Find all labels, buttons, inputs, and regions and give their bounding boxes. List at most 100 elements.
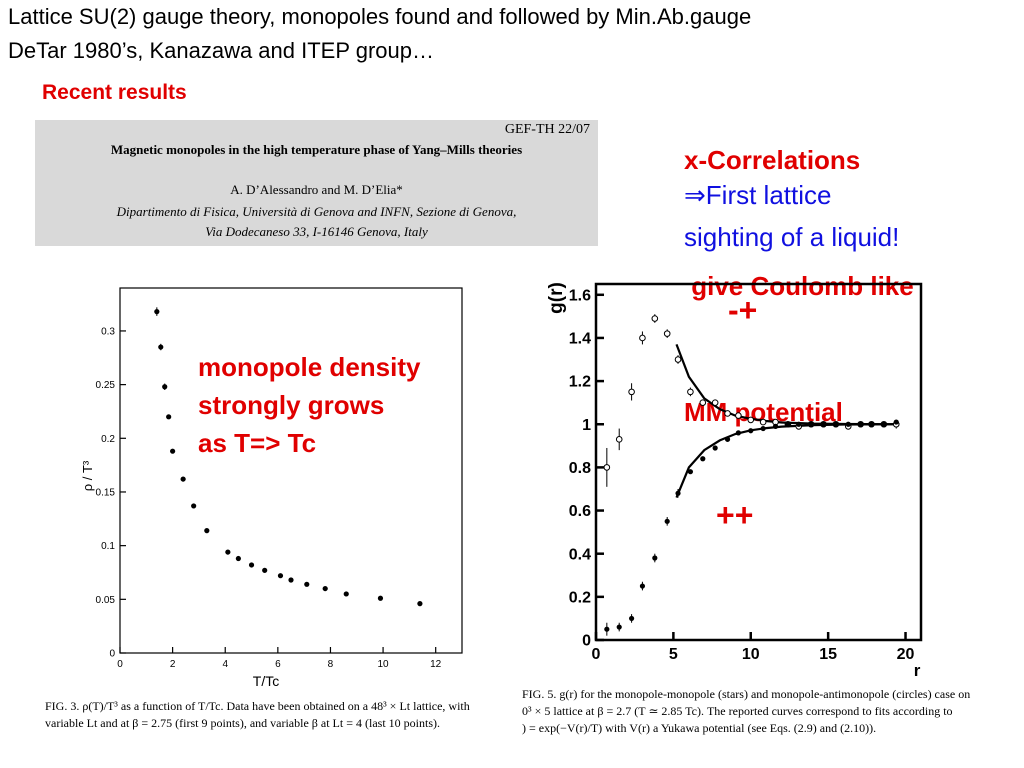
plus-plus-label: ++ xyxy=(716,497,754,533)
data-point xyxy=(162,384,168,390)
fig3-caption-line1: FIG. 3. ρ(T)/T³ as a function of T/Tc. D… xyxy=(45,699,470,713)
y-tick-label: 0.3 xyxy=(101,326,115,337)
fig5-caption: FIG. 5. g(r) for the monopole-monopole (… xyxy=(522,686,970,737)
y-tick-label: 0.6 xyxy=(569,503,591,520)
fig5-caption-line3: ) = exp(−V(r)/T) with V(r) a Yukawa pote… xyxy=(522,721,877,735)
fig5-caption-line2: 0³ × 5 lattice at β = 2.7 (T ≃ 2.85 Tc).… xyxy=(522,704,953,718)
data-point xyxy=(248,562,255,568)
data-point xyxy=(304,581,310,587)
data-point xyxy=(262,567,268,573)
data-point xyxy=(166,414,172,420)
data-point-circle xyxy=(747,416,755,424)
density-chart: 0 2 4 6 8 10 12 0 0.05 0.1 0.15 0.2 0.25 0.3 T/Tc ρ / T… xyxy=(80,287,463,689)
paper-affiliation-line2: Via Dodecaneso 33, I-16146 Genova, Italy xyxy=(205,224,428,239)
data-point xyxy=(628,615,635,622)
first-sighting-annotation: ⇒First lattice sighting of a liquid! xyxy=(684,174,899,258)
y-tick-label: 0.1 xyxy=(101,541,115,552)
paper-affiliation-line1: Dipartimento di Fisica, Università di Ge… xyxy=(116,204,517,219)
data-point-circle xyxy=(651,315,659,322)
fig3-caption-line2: variable Lt and at β = 2.75 (first 9 poi… xyxy=(45,716,440,730)
slide-title-line1: Lattice SU(2) gauge theory, monopoles fo… xyxy=(8,4,752,29)
recent-results-label: Recent results xyxy=(42,81,187,104)
data-point xyxy=(180,476,186,482)
data-point xyxy=(735,430,741,436)
x-tick-label: 8 xyxy=(328,659,334,670)
data-point xyxy=(858,421,864,427)
y-axis-label: ρ / T³ xyxy=(80,460,95,491)
data-point-circle xyxy=(639,334,646,342)
data-point xyxy=(868,421,875,427)
data-point xyxy=(845,421,851,427)
x-tick-label: 10 xyxy=(378,659,390,670)
data-point xyxy=(377,595,384,601)
data-point xyxy=(881,421,887,427)
data-point xyxy=(170,448,176,454)
correlations-line2: give Coulomb like xyxy=(684,271,914,301)
paper-title: Magnetic monopoles in the high temperatu… xyxy=(110,142,523,157)
y-tick-label: 1.4 xyxy=(569,331,591,348)
data-point xyxy=(343,591,349,597)
data-point-circle xyxy=(687,388,694,396)
x-axis-label: r xyxy=(914,661,921,680)
fit-curve xyxy=(675,344,900,426)
y-tick-label: 0.05 xyxy=(96,595,116,606)
density-annotation: monopole density strongly grows as T=> T… xyxy=(198,348,420,462)
data-point xyxy=(277,573,284,579)
data-point xyxy=(833,421,839,427)
data-point xyxy=(820,421,827,427)
y-tick-label: 0.25 xyxy=(96,380,116,391)
data-point xyxy=(785,421,791,427)
data-point-circle xyxy=(724,410,731,417)
density-line3: as T=> Tc xyxy=(198,428,317,458)
x-tick-label: 10 xyxy=(742,646,760,663)
data-point-circle xyxy=(615,436,623,443)
y-tick-label: 1.6 xyxy=(569,287,591,304)
correlations-line1: x-Correlations xyxy=(684,145,861,175)
y-tick-label: 1 xyxy=(582,417,591,434)
y-tick-label: 0.15 xyxy=(96,487,116,498)
data-point xyxy=(322,585,328,592)
data-point-circle xyxy=(759,418,767,426)
x-tick-label: 12 xyxy=(430,659,442,670)
plot-frame xyxy=(594,282,923,642)
paper-header: GEF-TH 22/07 Magnetic monopoles in the h… xyxy=(35,120,598,246)
data-point-circle xyxy=(663,330,671,337)
first-sighting-line1: ⇒First lattice xyxy=(684,180,832,210)
x-tick-label: 2 xyxy=(170,659,176,670)
data-point xyxy=(158,344,164,350)
y-axis-label: g(r) xyxy=(546,282,567,314)
data-point xyxy=(893,419,899,425)
x-tick-label: 6 xyxy=(275,659,281,670)
first-sighting-line2: sighting of a liquid! xyxy=(684,222,900,252)
data-point xyxy=(191,503,197,509)
x-tick-label: 0 xyxy=(592,646,601,663)
y-tick-label: 0.2 xyxy=(101,434,115,445)
x-tick-label: 5 xyxy=(669,646,678,663)
data-point xyxy=(616,624,622,630)
data-point xyxy=(772,423,779,429)
y-tick-label: 0 xyxy=(582,633,591,650)
data-point xyxy=(796,421,802,427)
correlations-annotation: x-Correlations give Coulomb like MM pote… xyxy=(684,55,914,517)
data-point-circle xyxy=(699,399,707,406)
data-point xyxy=(664,518,670,524)
fig3-caption: FIG. 3. ρ(T)/T³ as a function of T/Tc. D… xyxy=(45,698,470,732)
data-point xyxy=(687,469,694,475)
data-point xyxy=(712,445,718,451)
x-axis-label: T/Tc xyxy=(253,673,279,689)
y-tick-label: 0 xyxy=(109,649,115,660)
plot-frame xyxy=(119,287,463,654)
fig5-caption-line1: FIG. 5. g(r) for the monopole-monopole (… xyxy=(522,687,971,701)
x-tick-label: 0 xyxy=(117,659,123,670)
minus-plus-label: -+ xyxy=(728,292,758,328)
data-point xyxy=(760,425,766,432)
data-point xyxy=(204,528,210,534)
y-tick-label: 1.2 xyxy=(569,374,591,391)
data-point xyxy=(225,549,231,555)
data-point xyxy=(288,577,294,583)
density-line2: strongly grows xyxy=(198,390,385,420)
data-point xyxy=(639,583,646,589)
report-id: GEF-TH 22/07 xyxy=(504,122,590,137)
y-tick-label: 0.4 xyxy=(569,546,591,563)
